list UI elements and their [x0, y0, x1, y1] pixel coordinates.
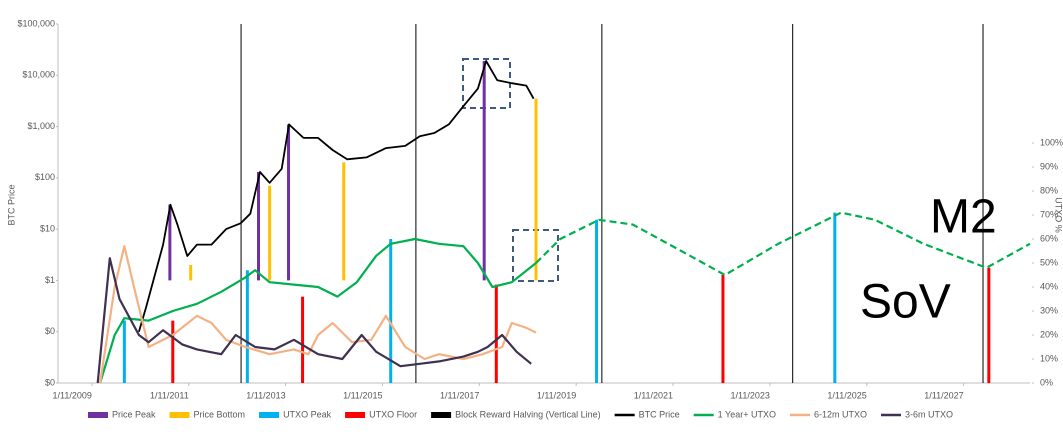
x-tick-label: 1/11/2017	[440, 390, 479, 400]
x-tick-label: 1/11/2011	[150, 390, 189, 400]
legend-label: Price Bottom	[194, 409, 246, 419]
x-tick-label: 1/11/2027	[924, 390, 963, 400]
legend-swatch	[259, 412, 280, 418]
y2-tick-label: 60%	[1040, 233, 1058, 243]
y2-tick-label: 50%	[1040, 257, 1058, 267]
y-tick-label: $100,000	[17, 18, 55, 28]
series-line	[99, 245, 537, 384]
highlight-box	[462, 58, 511, 109]
y-tick-label: $10	[40, 224, 55, 234]
legend: Price Peak Price Bottom UTXO Peak UTXO Floo…	[88, 409, 953, 419]
x-tick-label: 1/11/2023	[731, 390, 770, 400]
legend-label: Block Reward Halving (Vertical Line)	[455, 409, 601, 419]
y2-tick-label: 80%	[1040, 185, 1058, 195]
y2-tick-label: 100%	[1040, 137, 1063, 147]
legend-label: UTXO Floor	[369, 409, 417, 419]
legend-swatch	[431, 412, 452, 418]
y2-tick-label: 10%	[1040, 353, 1058, 363]
plot-area: $0 $0 $1 $10 $100 $1,000 $10,000 $100,000 0% 10% 2…	[17, 18, 1063, 400]
y2-tick-label: 30%	[1040, 305, 1058, 315]
y-tick-label: $10,000	[22, 70, 55, 80]
x-tick-label: 1/11/2013	[246, 390, 285, 400]
series-line	[96, 257, 532, 384]
legend-label: 1 Year+ UTXO	[718, 409, 776, 419]
legend-label: Price Peak	[112, 409, 156, 419]
y-tick-label: $1,000	[27, 121, 55, 131]
annotation: SoV	[860, 276, 951, 329]
x-tick-label: 1/11/2019	[537, 390, 576, 400]
legend-label: BTC Price	[639, 409, 680, 419]
forecast-line	[535, 211, 1031, 277]
y2-tick-label: 20%	[1040, 329, 1058, 339]
y2-axis-title: UTXO %	[1054, 197, 1063, 233]
y-axis-title: BTC Price	[6, 184, 16, 225]
y2-tick-label: 70%	[1040, 209, 1058, 219]
legend-swatch	[169, 412, 190, 418]
y2-tick-label: 40%	[1040, 281, 1058, 291]
y2-tick-label: 0%	[1040, 377, 1053, 387]
legend-swatch	[88, 412, 108, 418]
y-tick-label: $0	[45, 377, 55, 387]
annotation: M2	[930, 191, 997, 244]
x-tick-label: 1/11/2009	[53, 390, 92, 400]
series-line	[138, 60, 535, 332]
y-tick-label: $1	[45, 275, 55, 285]
series-line	[99, 237, 537, 384]
y-tick-label: $0	[45, 326, 55, 336]
y2-tick-label: 90%	[1040, 161, 1058, 171]
x-tick-label: 1/11/2025	[827, 390, 866, 400]
legend-label: 3-6m UTXO	[905, 409, 953, 419]
y-tick-label: $100	[35, 172, 55, 182]
x-tick-label: 1/11/2015	[343, 390, 382, 400]
legend-label: UTXO Peak	[283, 409, 332, 419]
legend-swatch	[345, 412, 366, 418]
legend-label: 6-12m UTXO	[814, 409, 867, 419]
x-tick-label: 1/11/2021	[634, 390, 673, 400]
